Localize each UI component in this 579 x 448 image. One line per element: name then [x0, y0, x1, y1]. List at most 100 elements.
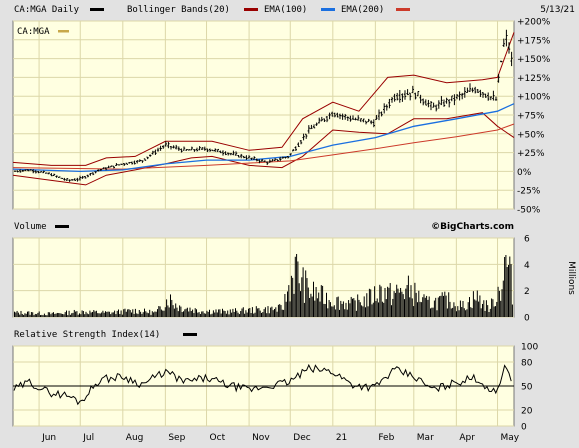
volume-tick-label: 6 — [524, 235, 530, 245]
volume-bar — [424, 294, 425, 317]
volume-bar — [180, 307, 181, 317]
x-tick-label: Nov — [252, 433, 270, 443]
volume-bar — [135, 309, 136, 317]
volume-bar — [238, 313, 239, 317]
volume-bar — [275, 307, 276, 317]
volume-bar — [394, 291, 395, 317]
volume-bar — [100, 313, 101, 317]
volume-bar — [407, 285, 408, 317]
volume-bar — [295, 257, 296, 317]
volume-bar — [331, 306, 332, 317]
volume-bar — [417, 302, 418, 317]
volume-bar — [80, 314, 81, 317]
volume-bar — [223, 311, 224, 317]
volume-bar — [476, 301, 477, 317]
volume-bar — [351, 297, 352, 317]
volume-bar — [187, 308, 188, 317]
volume-bar — [216, 309, 217, 317]
volume-bar — [460, 301, 461, 317]
volume-bar — [61, 314, 62, 317]
volume-bar — [366, 293, 367, 317]
volume-bar — [362, 306, 363, 317]
volume-bar — [52, 313, 53, 317]
volume-bar — [478, 302, 479, 317]
volume-bar — [232, 309, 233, 317]
volume-bar — [512, 305, 513, 317]
volume-bar — [208, 312, 209, 317]
volume-bar — [70, 315, 71, 317]
volume-bar — [86, 312, 87, 317]
volume-bar — [58, 313, 59, 317]
volume-bar — [479, 295, 480, 317]
y-tick-label: +50% — [517, 130, 545, 140]
volume-bar — [264, 309, 265, 317]
volume-bar — [242, 309, 243, 317]
rsi-tick-label: 80 — [521, 359, 533, 369]
volume-bar — [19, 315, 20, 317]
volume-bar — [65, 312, 66, 317]
volume-bar — [297, 261, 298, 317]
volume-bar — [411, 285, 412, 317]
y-tick-label: +100% — [517, 93, 551, 103]
x-tick-label: May — [501, 433, 520, 443]
volume-bar — [67, 315, 68, 317]
volume-bar — [40, 315, 41, 317]
volume-bar — [178, 311, 179, 317]
volume-bar — [455, 306, 456, 317]
volume-bar — [463, 301, 464, 317]
volume-bar — [496, 302, 497, 317]
volume-bar — [170, 294, 171, 317]
volume-bar — [206, 311, 207, 317]
volume-bar — [106, 312, 107, 317]
volume-bar — [273, 310, 274, 317]
volume-bar — [338, 297, 339, 317]
volume-bar — [421, 302, 422, 317]
volume-bar — [169, 307, 170, 317]
volume-bar — [45, 315, 46, 317]
volume-bar — [334, 305, 335, 317]
inner-symbol-swatch — [58, 30, 69, 33]
volume-bar — [143, 312, 144, 317]
volume-bar — [153, 312, 154, 317]
volume-bar — [212, 314, 213, 317]
volume-bar — [301, 277, 302, 317]
x-tick-label: Dec — [293, 433, 310, 443]
volume-bar — [71, 313, 72, 317]
volume-bar — [26, 314, 27, 317]
volume-bar — [258, 308, 259, 317]
volume-bar — [357, 294, 358, 317]
volume-bar — [482, 304, 483, 317]
volume-bar — [123, 309, 124, 317]
volume-bar — [433, 308, 434, 317]
y-tick-label: +150% — [517, 55, 551, 65]
volume-bar — [62, 314, 63, 317]
volume-bar — [388, 288, 389, 317]
volume-bar — [32, 312, 33, 317]
volume-bar — [283, 310, 284, 317]
volume-bar — [119, 314, 120, 317]
volume-bar — [265, 307, 266, 317]
volume-bar — [464, 308, 465, 317]
volume-bar — [314, 301, 315, 317]
volume-bar — [132, 309, 133, 317]
volume-bar — [74, 310, 75, 317]
volume-bar — [93, 310, 94, 317]
volume-bar — [63, 314, 64, 317]
y-tick-label: 0% — [517, 168, 532, 178]
volume-bar — [485, 311, 486, 317]
volume-bar — [434, 301, 435, 317]
volume-bar — [36, 314, 37, 317]
volume-bar — [440, 296, 441, 317]
volume-bar — [140, 312, 141, 317]
volume-bar — [154, 312, 155, 317]
volume-bar — [141, 314, 142, 317]
volume-bar — [48, 312, 49, 317]
volume-bar — [385, 288, 386, 317]
volume-bar — [253, 314, 254, 317]
volume-bar — [54, 314, 55, 317]
volume-bar — [44, 314, 45, 317]
volume-bar — [353, 298, 354, 317]
volume-bar — [196, 309, 197, 317]
volume-bar — [66, 311, 67, 317]
